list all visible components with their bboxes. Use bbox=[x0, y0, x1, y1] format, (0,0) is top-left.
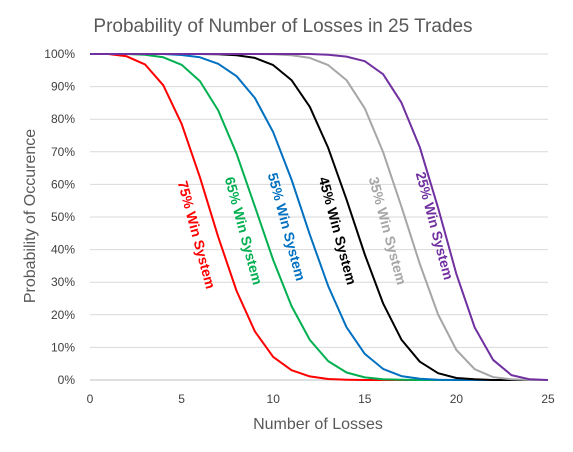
x-tick-label: 5 bbox=[178, 392, 185, 406]
x-tick-label: 20 bbox=[450, 392, 464, 406]
x-tick-label: 0 bbox=[87, 392, 94, 406]
x-tick-label: 15 bbox=[358, 392, 372, 406]
x-tick-label: 25 bbox=[541, 392, 555, 406]
series-group bbox=[90, 53, 549, 381]
x-axis-label: Number of Losses bbox=[253, 416, 383, 433]
y-tick-label: 90% bbox=[51, 80, 75, 94]
gridlines bbox=[90, 53, 548, 381]
y-axis-ticks: 0% 10% 20% 30% 40% 50% 60% 70% 80% 90% 100% bbox=[44, 47, 75, 387]
y-tick-label: 20% bbox=[51, 308, 75, 322]
y-tick-label: 100% bbox=[44, 47, 75, 61]
series-label: 55% Win System bbox=[265, 171, 309, 282]
series-label: 35% Win System bbox=[366, 175, 410, 286]
y-tick-label: 0% bbox=[58, 373, 76, 387]
y-tick-label: 40% bbox=[51, 243, 75, 257]
x-tick-label: 10 bbox=[267, 392, 281, 406]
chart-title: Probability of Number of Losses in 25 Tr… bbox=[93, 16, 472, 37]
x-axis-ticks: 0 5 10 15 20 25 bbox=[87, 392, 555, 406]
y-tick-label: 60% bbox=[51, 177, 75, 191]
y-tick-label: 30% bbox=[51, 275, 75, 289]
series-line bbox=[90, 53, 549, 381]
y-tick-label: 80% bbox=[51, 112, 75, 126]
y-tick-label: 70% bbox=[51, 145, 75, 159]
y-tick-label: 50% bbox=[51, 210, 75, 224]
y-tick-label: 10% bbox=[51, 340, 75, 354]
series-label: 75% Win System bbox=[175, 179, 219, 290]
y-axis-label: Probability of Occurence bbox=[22, 129, 39, 303]
